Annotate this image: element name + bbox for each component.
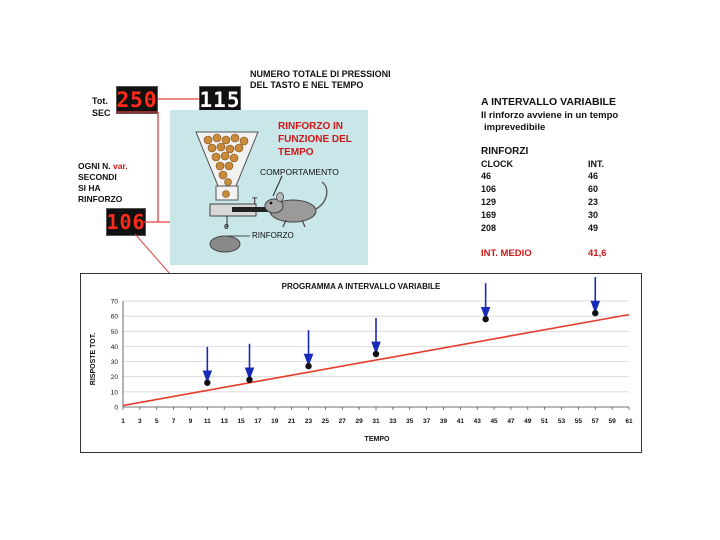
reinforcement-point: [305, 362, 312, 370]
reinforcement-point: [482, 315, 489, 323]
y-tick-label: 70: [111, 299, 119, 306]
x-tick-label: 57: [592, 418, 600, 425]
reinforcement-point: [246, 376, 253, 383]
table-row-int: 46: [588, 171, 599, 181]
average-interval-label: INT. MEDIO: [481, 248, 532, 259]
table-row-clock: 106: [481, 184, 497, 194]
every-caption-1: OGNI N. var.: [78, 161, 128, 171]
x-tick-label: 33: [389, 418, 397, 425]
y-tick-label: 60: [111, 314, 119, 321]
reinforcement-label: RINFORZO: [252, 231, 294, 240]
x-tick-label: 45: [490, 418, 498, 425]
x-tick-label: 23: [305, 418, 313, 425]
x-tick-label: 3: [138, 418, 142, 425]
every-line1: OGNI N.: [78, 161, 111, 171]
x-tick-label: 17: [254, 418, 262, 425]
x-tick-label: 9: [189, 418, 193, 425]
reinforcement-function-line-3: TEMPO: [278, 147, 314, 158]
chart-x-label: TEMPO: [365, 436, 390, 443]
tot-label-2: SEC: [92, 108, 111, 118]
table-row-clock: 208: [481, 223, 497, 233]
x-tick-label: 7: [172, 418, 176, 425]
table-row-int: 60: [588, 184, 599, 194]
x-tick-label: 31: [372, 418, 380, 425]
x-tick-label: 29: [356, 418, 364, 425]
table-row-int: 49: [588, 223, 599, 233]
x-tick-label: 19: [271, 418, 279, 425]
table-row-clock: 129: [481, 197, 497, 207]
y-tick-label: 0: [114, 405, 118, 412]
total-presses-caption-1: NUMERO TOTALE DI PRESSIONI: [250, 69, 391, 79]
x-tick-label: 47: [507, 418, 515, 425]
x-tick-label: 37: [423, 418, 431, 425]
x-tick-label: 59: [609, 418, 617, 425]
x-tick-label: 5: [155, 418, 159, 425]
x-tick-label: 27: [339, 418, 347, 425]
behavior-label: COMPORTAMENTO: [260, 167, 339, 177]
x-tick-label: 13: [221, 418, 229, 425]
every-caption-4: RINFORZO: [78, 194, 123, 204]
reinforcement-point: [204, 379, 211, 386]
every-display: 106: [106, 208, 146, 236]
col-clock-header: CLOCK: [481, 159, 513, 169]
y-tick-label: 40: [111, 344, 119, 351]
reinforcement-function-line-2: FUNZIONE DEL: [278, 134, 352, 145]
x-tick-label: 39: [440, 418, 448, 425]
table-row-clock: 46: [481, 171, 492, 181]
food-label: e: [224, 221, 230, 231]
x-tick-label: 43: [474, 418, 482, 425]
x-tick-label: 21: [288, 418, 296, 425]
x-tick-label: 61: [625, 418, 633, 425]
interval-description-2: imprevedibile: [484, 122, 546, 133]
x-tick-label: 49: [524, 418, 532, 425]
total-presses-display: 115: [199, 86, 241, 114]
y-tick-label: 50: [111, 329, 119, 336]
x-tick-label: 11: [204, 418, 211, 425]
tot-sec-display: 250: [116, 86, 158, 114]
x-tick-label: 53: [558, 418, 566, 425]
cumulative-responses-line: [122, 313, 630, 407]
chart-y-label: RISPOSTE TOT.: [90, 333, 97, 385]
y-tick-label: 30: [111, 359, 119, 366]
x-tick-label: 51: [541, 418, 549, 425]
x-tick-label: 1: [121, 418, 125, 425]
reinforcement-function-line-1: RINFORZO IN: [278, 121, 343, 132]
reinforcement-point: [372, 350, 380, 358]
chart-title: PROGRAMMA A INTERVALLO VARIABILE: [282, 282, 441, 291]
x-tick-label: 41: [457, 418, 465, 425]
skinner-box-illustration: [195, 131, 328, 253]
tot-label-1: Tot.: [92, 96, 108, 106]
reinforcement-point: [592, 309, 599, 317]
x-tick-label: 25: [322, 418, 330, 425]
reinforcements-title: RINFORZI: [481, 146, 529, 157]
lever-label: T: [252, 196, 258, 206]
y-tick-label: 10: [111, 389, 119, 396]
interval-title: A INTERVALLO VARIABILE: [481, 96, 616, 108]
chart-frame: 0 10 20 30 40 50 60 70 1 3 5 7 9 11 13 15 17 19 21 23 25 27 29…: [80, 273, 642, 453]
x-tick-label: 55: [575, 418, 583, 425]
every-caption-3: SI HA: [78, 183, 101, 193]
col-int-header: INT.: [588, 159, 605, 169]
skinner-box-panel: RINFORZO IN FUNZIONE DEL TEMPO COMPORTAM…: [170, 110, 368, 265]
every-caption-2: SECONDI: [78, 172, 117, 182]
table-row-clock: 169: [481, 210, 497, 220]
x-tick-label: 35: [406, 418, 414, 425]
x-tick-label: 15: [237, 418, 245, 425]
every-var: var.: [112, 161, 128, 171]
interval-description-1: Il rinforzo avviene in un tempo: [481, 110, 619, 121]
y-tick-label: 20: [111, 374, 119, 381]
table-row-int: 23: [588, 197, 599, 207]
total-presses-caption-2: DEL TASTO E NEL TEMPO: [250, 80, 364, 90]
table-row-int: 30: [588, 210, 599, 220]
average-interval-value: 41,6: [588, 248, 607, 259]
